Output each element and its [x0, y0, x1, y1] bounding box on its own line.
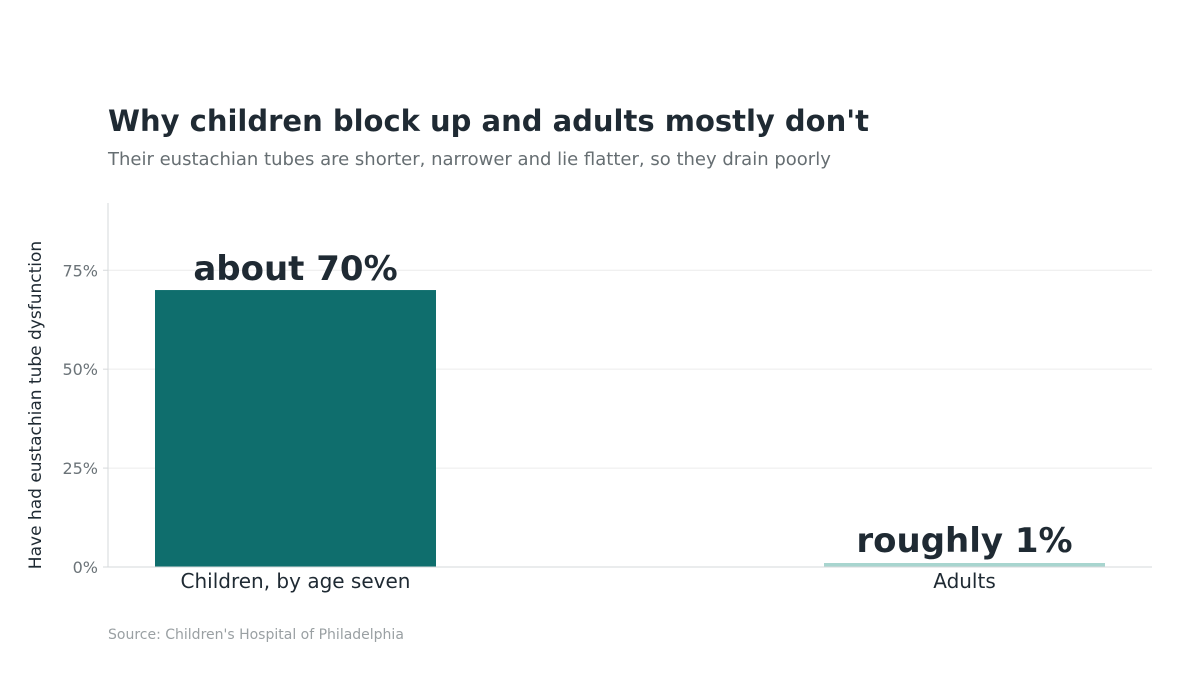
y-tick-label: 0% — [73, 558, 98, 577]
x-category-label: Adults — [933, 569, 996, 593]
source-note: Source: Children's Hospital of Philadelp… — [108, 627, 404, 643]
y-axis-title: Have had eustachian tube dysfunction — [26, 241, 46, 569]
bar-children — [155, 290, 436, 567]
y-tick-label: 25% — [62, 459, 98, 478]
y-tick-label: 75% — [62, 261, 98, 280]
x-category-label: Children, by age seven — [181, 569, 411, 593]
y-tick-label: 50% — [62, 360, 98, 379]
chart-subtitle: Their eustachian tubes are shorter, narr… — [108, 149, 831, 170]
bar-adults — [824, 563, 1105, 567]
chart-title: Why children block up and adults mostly … — [108, 104, 869, 138]
data-label: about 70% — [193, 249, 397, 289]
data-label: roughly 1% — [856, 521, 1072, 561]
